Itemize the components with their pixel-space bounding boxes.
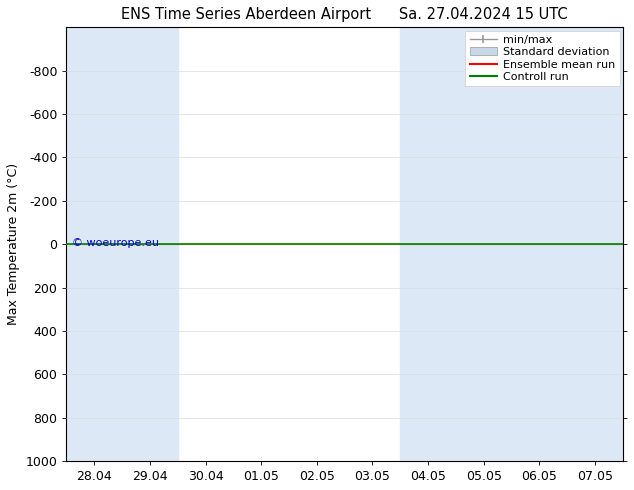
- Bar: [67, 27, 122, 461]
- Bar: [122, 27, 178, 461]
- Bar: [512, 27, 567, 461]
- Text: © woeurope.eu: © woeurope.eu: [72, 238, 159, 247]
- Bar: [400, 27, 456, 461]
- Y-axis label: Max Temperature 2m (°C): Max Temperature 2m (°C): [7, 163, 20, 325]
- Bar: [567, 27, 623, 461]
- Title: ENS Time Series Aberdeen Airport      Sa. 27.04.2024 15 UTC: ENS Time Series Aberdeen Airport Sa. 27.…: [121, 7, 568, 22]
- Bar: [456, 27, 512, 461]
- Legend: min/max, Standard deviation, Ensemble mean run, Controll run: min/max, Standard deviation, Ensemble me…: [465, 30, 619, 86]
